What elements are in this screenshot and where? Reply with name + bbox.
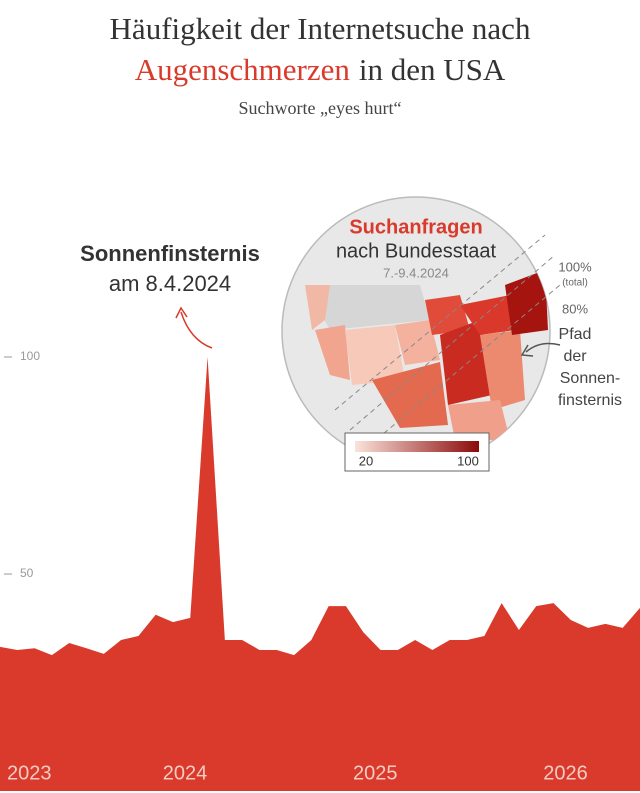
x-tick-label: 2023 [7, 762, 52, 784]
colorbar [355, 441, 479, 452]
path-caption: finsternis [558, 392, 622, 409]
path-arrowhead [520, 344, 534, 357]
x-tick-label: 2025 [353, 762, 398, 784]
map-date: 7.-9.4.2024 [383, 265, 449, 280]
annotation-title: Sonnenfinsternis [80, 241, 260, 266]
state-shape [345, 325, 405, 385]
path-label: 80% [562, 301, 588, 316]
title-line: Häufigkeit der Internetsuche nach [110, 11, 531, 46]
x-tick-label: 2024 [163, 762, 208, 784]
path-caption: der [563, 348, 587, 365]
state-shape [480, 330, 525, 410]
map-title: Suchanfragen [349, 216, 482, 238]
y-tick-label: 50 [20, 566, 34, 580]
area [0, 357, 640, 791]
path-caption: Pfad [559, 326, 592, 343]
state-shape [395, 320, 440, 365]
path-label: (total) [562, 278, 588, 289]
map-subtitle: nach Bundesstaat [336, 240, 497, 262]
annotation-arrow [180, 311, 213, 349]
subtitle: Suchworte „eyes hurt“ [239, 98, 402, 118]
state-shape [505, 270, 548, 335]
state-shape [305, 285, 430, 330]
path-label: 100% [558, 259, 592, 274]
state-shape [448, 400, 510, 440]
title-line: Augenschmerzen in den USA [135, 52, 506, 87]
path-caption: Sonnen- [560, 370, 621, 387]
annotation-text: am 8.4.2024 [109, 271, 231, 296]
title-highlight: Augenschmerzen [135, 52, 351, 87]
map-states [305, 270, 548, 440]
colorbar-tick-label: 100 [457, 453, 479, 468]
map-inset: Suchanfragen nach Bundesstaat 7.-9.4.202… [281, 196, 622, 472]
state-shape [372, 362, 448, 428]
state-shape [440, 320, 492, 405]
path-arrow [525, 342, 561, 353]
x-tick-label: 2026 [543, 762, 588, 784]
state-shape [315, 325, 350, 380]
state-shape [305, 285, 330, 330]
state-shape [425, 295, 470, 335]
plot: 50 100 2023 2024 2025 2026 [0, 349, 640, 791]
annotation-arrowhead [175, 306, 188, 319]
title-rest: in den USA [359, 52, 506, 87]
eclipse-path [334, 234, 561, 446]
colorbar-tick-label: 20 [359, 453, 373, 468]
y-tick-label: 100 [20, 349, 40, 363]
